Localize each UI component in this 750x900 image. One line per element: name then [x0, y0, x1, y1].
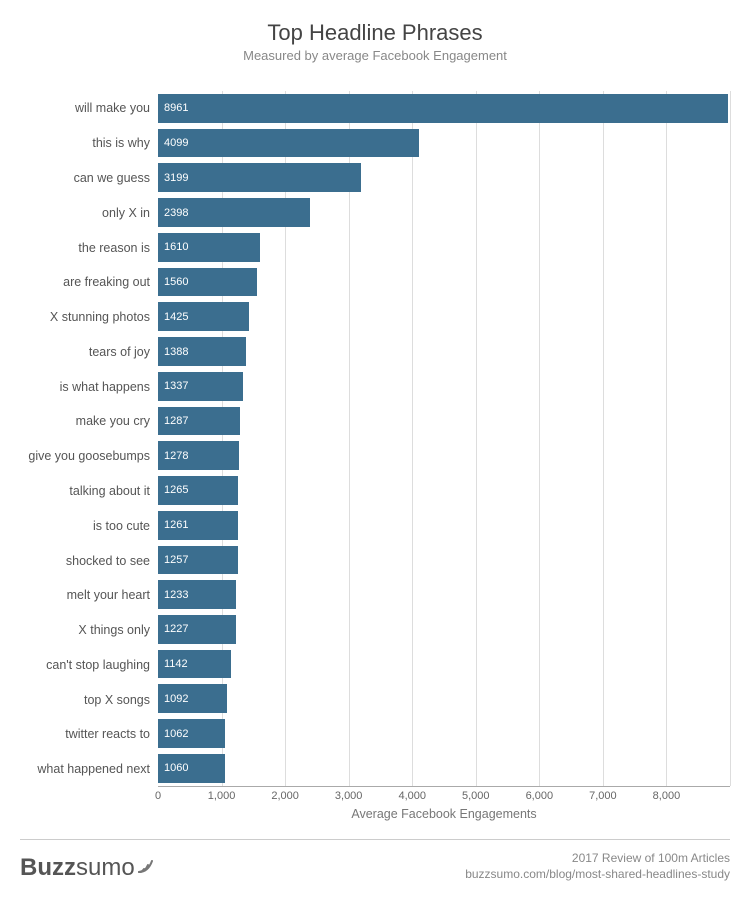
bar: 1287 — [158, 407, 240, 436]
bar-row: 1261 — [158, 508, 730, 543]
footer: Buzzsumo 2017 Review of 100m Articles bu… — [20, 850, 730, 890]
bar-row: 1233 — [158, 577, 730, 612]
x-axis-ticks: 0 1,000 2,000 3,000 4,000 5,000 6,000 7,000 8,00… — [158, 787, 730, 805]
gridline — [730, 91, 731, 786]
bar: 1060 — [158, 754, 225, 783]
category-label: can we guess — [20, 161, 158, 196]
footer-divider — [20, 839, 730, 840]
category-label: what happened next — [20, 752, 158, 787]
bar: 1261 — [158, 511, 238, 540]
bar-row: 1388 — [158, 334, 730, 369]
bar: 1425 — [158, 302, 249, 331]
bar: 1062 — [158, 719, 225, 748]
bar: 4099 — [158, 129, 419, 158]
category-label: the reason is — [20, 230, 158, 265]
bar-row: 1060 — [158, 751, 730, 786]
bar-row: 1610 — [158, 230, 730, 265]
bar: 1278 — [158, 441, 239, 470]
bar: 2398 — [158, 198, 310, 227]
x-tick-label: 2,000 — [271, 790, 299, 802]
bar-row: 8961 — [158, 91, 730, 126]
bar-row: 1265 — [158, 473, 730, 508]
brand-bold: Buzz — [20, 854, 76, 882]
x-tick-label: 7,000 — [589, 790, 617, 802]
category-label: top X songs — [20, 682, 158, 717]
footnote-line-1: 2017 Review of 100m Articles — [465, 850, 730, 866]
category-label: melt your heart — [20, 578, 158, 613]
bar-row: 1560 — [158, 265, 730, 300]
bar-row: 1092 — [158, 681, 730, 716]
x-tick-label: 1,000 — [208, 790, 236, 802]
category-label: will make you — [20, 91, 158, 126]
x-tick-label: 6,000 — [526, 790, 554, 802]
category-label: give you goosebumps — [20, 439, 158, 474]
category-label: X things only — [20, 613, 158, 648]
x-tick-label: 8,000 — [653, 790, 681, 802]
category-label: only X in — [20, 195, 158, 230]
bar: 3199 — [158, 163, 361, 192]
bar-row: 3199 — [158, 160, 730, 195]
bar-row: 2398 — [158, 195, 730, 230]
x-axis-label: Average Facebook Engagements — [158, 807, 730, 821]
bar: 1233 — [158, 580, 236, 609]
x-tick-label: 3,000 — [335, 790, 363, 802]
bar: 8961 — [158, 94, 728, 123]
brand-light: sumo — [76, 854, 135, 882]
bar: 1257 — [158, 546, 238, 575]
category-label: is what happens — [20, 369, 158, 404]
bar-row: 1227 — [158, 612, 730, 647]
bar: 1337 — [158, 372, 243, 401]
bar: 1092 — [158, 684, 227, 713]
x-tick-label: 0 — [155, 790, 161, 802]
chart-subtitle: Measured by average Facebook Engagement — [20, 48, 730, 63]
category-label: talking about it — [20, 474, 158, 509]
bars: 8961 4099 3199 2398 1610 1560 1425 1388 1337 1287… — [158, 91, 730, 786]
plot-area: 8961 4099 3199 2398 1610 1560 1425 1388 1337 1287… — [158, 91, 730, 787]
category-label: are freaking out — [20, 265, 158, 300]
chart-container: Top Headline Phrases Measured by average… — [0, 0, 750, 900]
x-tick-label: 5,000 — [462, 790, 490, 802]
bar-row: 1062 — [158, 716, 730, 751]
bar: 1265 — [158, 476, 238, 505]
category-label: make you cry — [20, 404, 158, 439]
chart-area: will make youthis is whycan we guessonly… — [20, 91, 730, 787]
category-label: tears of joy — [20, 334, 158, 369]
category-label: shocked to see — [20, 543, 158, 578]
chart-title: Top Headline Phrases — [20, 20, 730, 46]
y-axis-labels: will make youthis is whycan we guessonly… — [20, 91, 158, 787]
bar: 1560 — [158, 268, 257, 297]
bar-row: 1287 — [158, 404, 730, 439]
bar: 1227 — [158, 615, 236, 644]
category-label: is too cute — [20, 508, 158, 543]
bar-row: 1142 — [158, 647, 730, 682]
category-label: X stunning photos — [20, 300, 158, 335]
bar-row: 1337 — [158, 369, 730, 404]
bar-row: 1425 — [158, 299, 730, 334]
bar-row: 1257 — [158, 543, 730, 578]
bar-row: 4099 — [158, 126, 730, 161]
x-tick-label: 4,000 — [398, 790, 426, 802]
footnote-line-2: buzzsumo.com/blog/most-shared-headlines-… — [465, 866, 730, 882]
category-label: can't stop laughing — [20, 648, 158, 683]
bar: 1142 — [158, 650, 231, 679]
bar: 1388 — [158, 337, 246, 366]
category-label: twitter reacts to — [20, 717, 158, 752]
category-label: this is why — [20, 126, 158, 161]
signal-icon — [138, 854, 156, 882]
brand-logo: Buzzsumo — [20, 854, 156, 882]
footnote: 2017 Review of 100m Articles buzzsumo.co… — [465, 850, 730, 882]
bar: 1610 — [158, 233, 260, 262]
bar-row: 1278 — [158, 438, 730, 473]
